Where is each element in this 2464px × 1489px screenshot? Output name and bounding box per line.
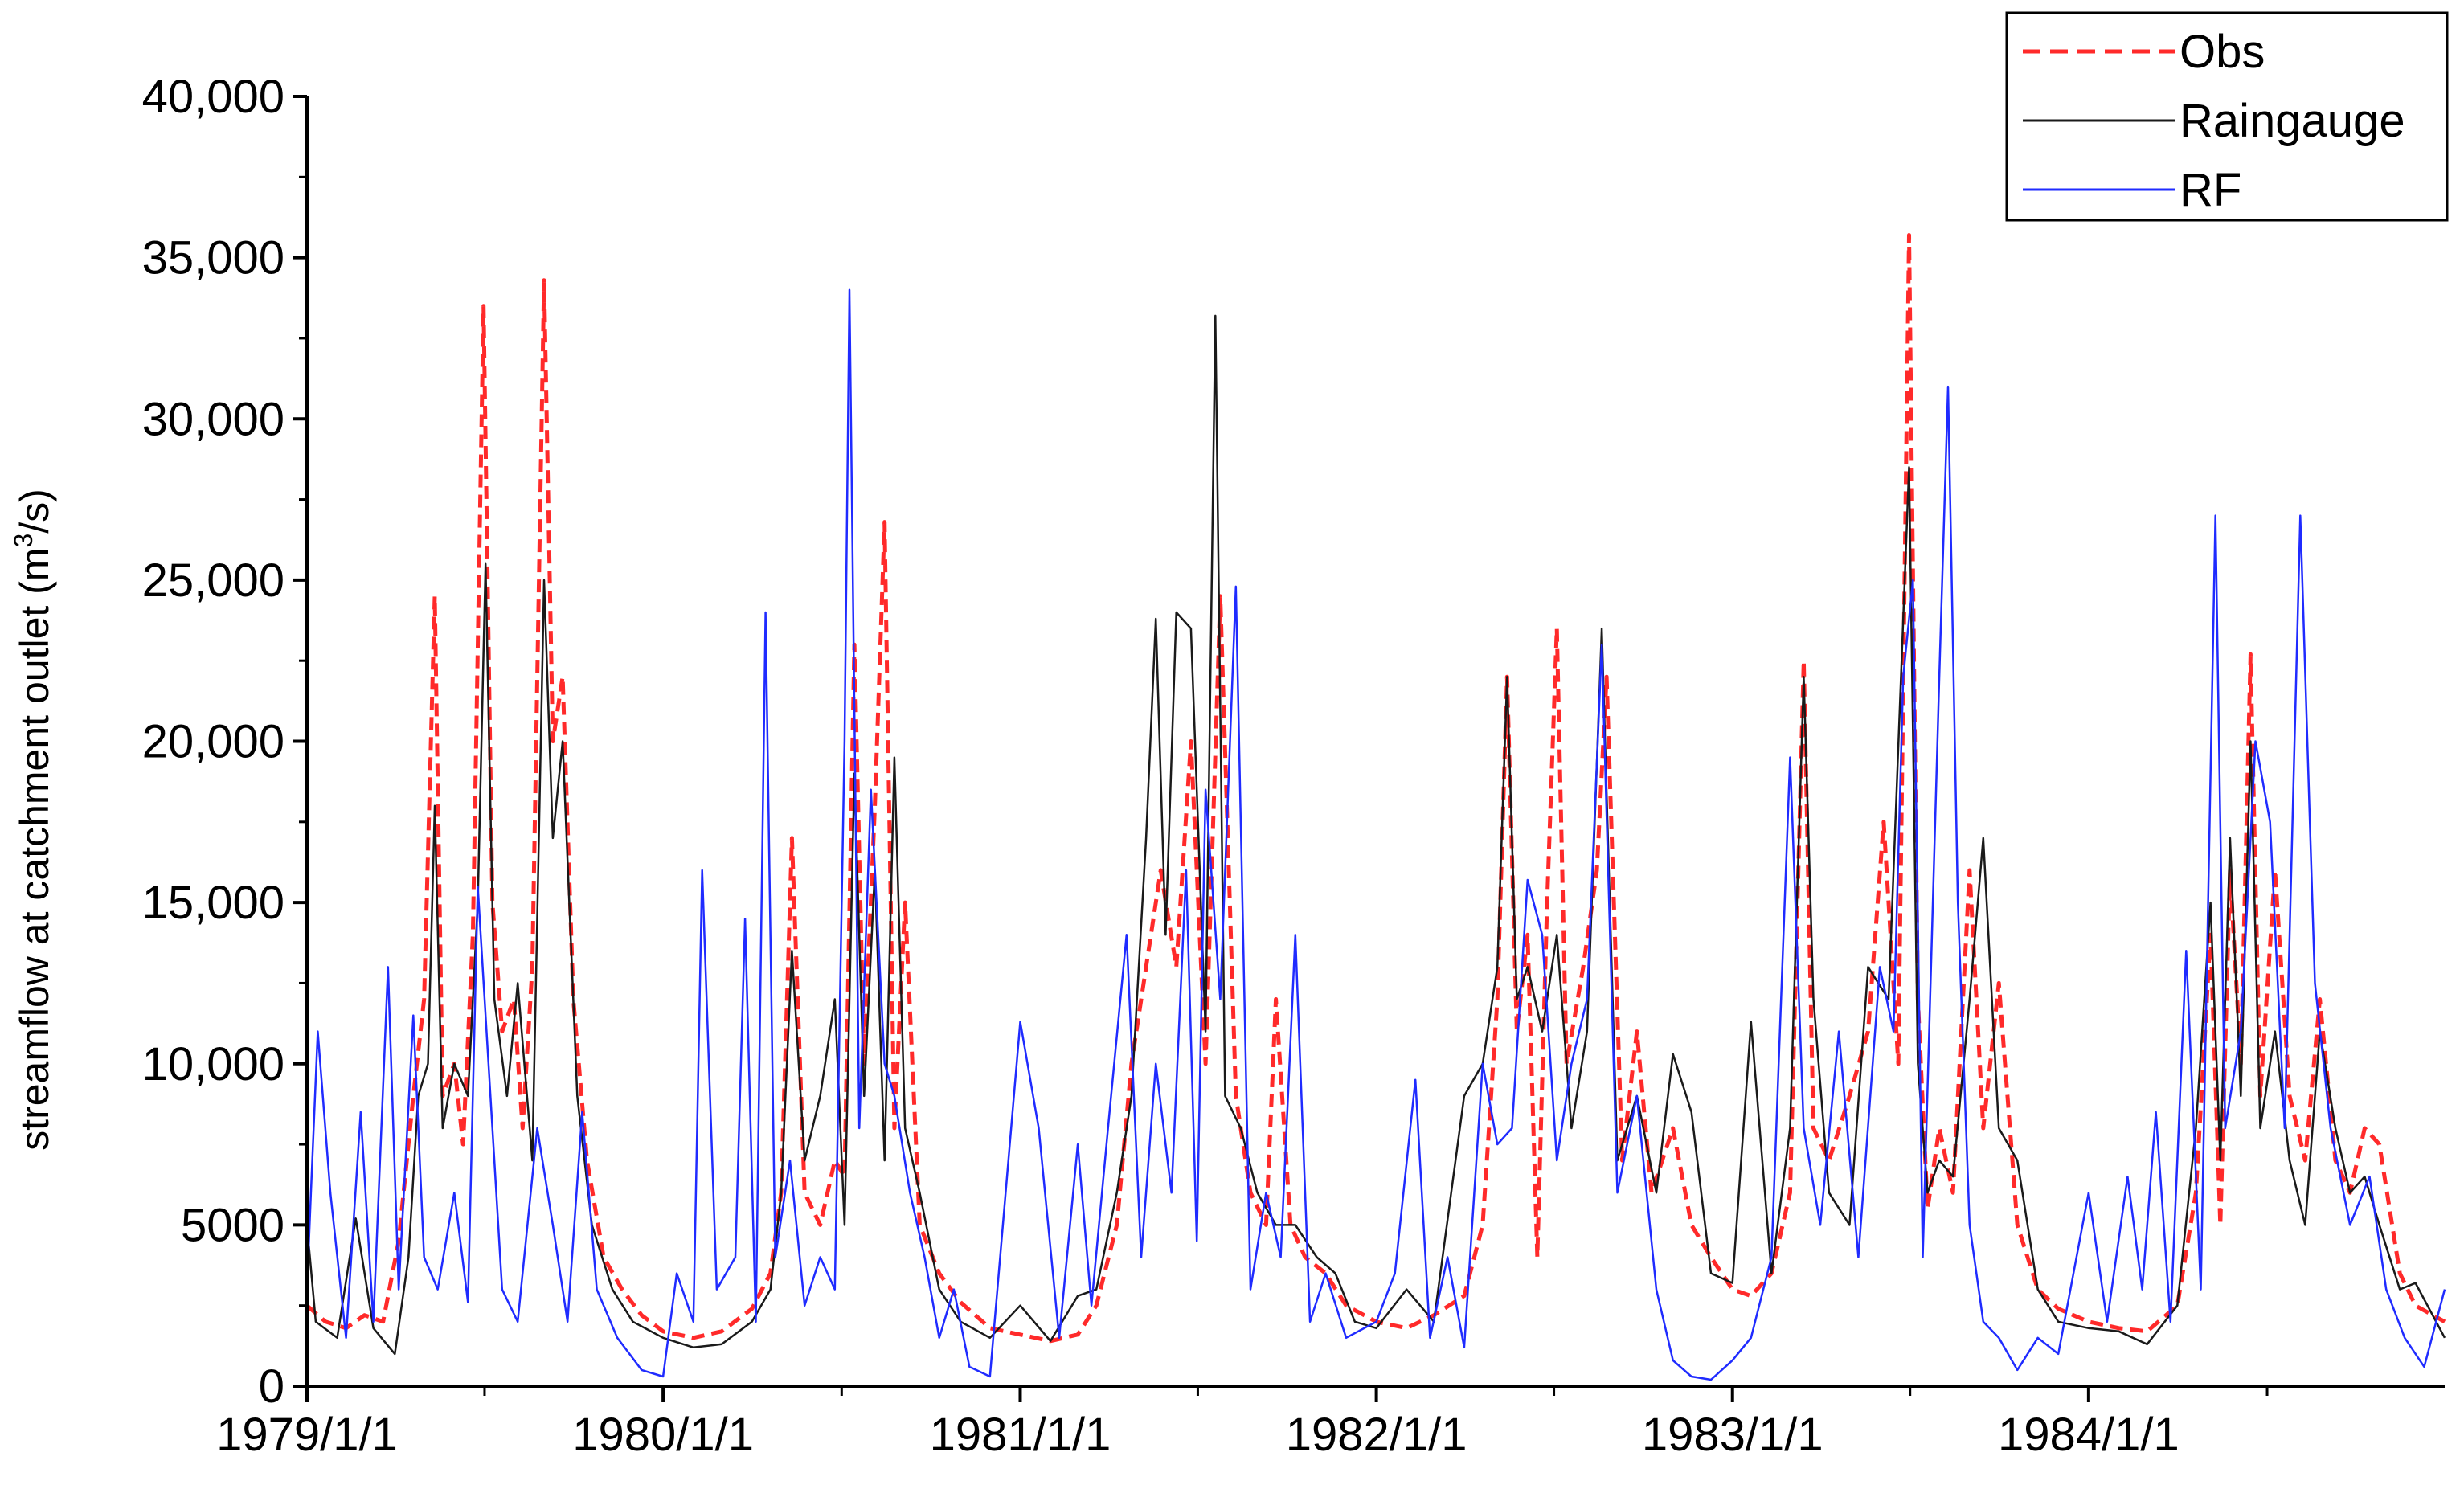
series-line-obs bbox=[305, 233, 2446, 1344]
plot-area bbox=[305, 233, 2446, 1381]
y-tick-label: 5000 bbox=[181, 1199, 284, 1251]
x-tick-label: 1983/1/1 bbox=[1642, 1409, 1823, 1461]
y-tick-label: 0 bbox=[259, 1360, 284, 1413]
y-tick-label: 35,000 bbox=[142, 232, 284, 284]
y-tick-label: 30,000 bbox=[142, 393, 284, 445]
x-tick-label: 1980/1/1 bbox=[572, 1409, 754, 1461]
y-tick-label: 25,000 bbox=[142, 554, 284, 607]
x-axis-ticks: 1979/1/1 1980/1/1 1981/1/1 1982/1/1 1983/1/1… bbox=[216, 1386, 2269, 1461]
x-tick-label: 1982/1/1 bbox=[1286, 1409, 1467, 1461]
legend-label-raingauge: Raingauge bbox=[2180, 95, 2405, 147]
axes bbox=[305, 96, 2445, 1388]
legend-box bbox=[2005, 11, 2449, 222]
y-tick-label: 10,000 bbox=[142, 1038, 284, 1090]
x-tick-label: 1981/1/1 bbox=[930, 1409, 1111, 1461]
x-tick-label: 1979/1/1 bbox=[216, 1409, 398, 1461]
legend-label-rf: RF bbox=[2180, 164, 2241, 216]
y-axis-title: streamflow at catchment outlet (m3/s) bbox=[9, 489, 57, 1151]
y-tick-label: 20,000 bbox=[142, 716, 284, 768]
y-axis-ticks: 0 5000 10,000 15,000 20,000 25,000 30,000 35,00… bbox=[142, 71, 307, 1413]
series-line-rf bbox=[305, 288, 2446, 1381]
x-tick-label: 1984/1/1 bbox=[1998, 1409, 2180, 1461]
legend-label-obs: Obs bbox=[2180, 26, 2265, 78]
legend: Obs Raingauge RF bbox=[2005, 11, 2449, 222]
y-tick-label: 40,000 bbox=[142, 71, 284, 123]
series-line-raingauge bbox=[305, 314, 2446, 1356]
y-tick-label: 15,000 bbox=[142, 877, 284, 929]
